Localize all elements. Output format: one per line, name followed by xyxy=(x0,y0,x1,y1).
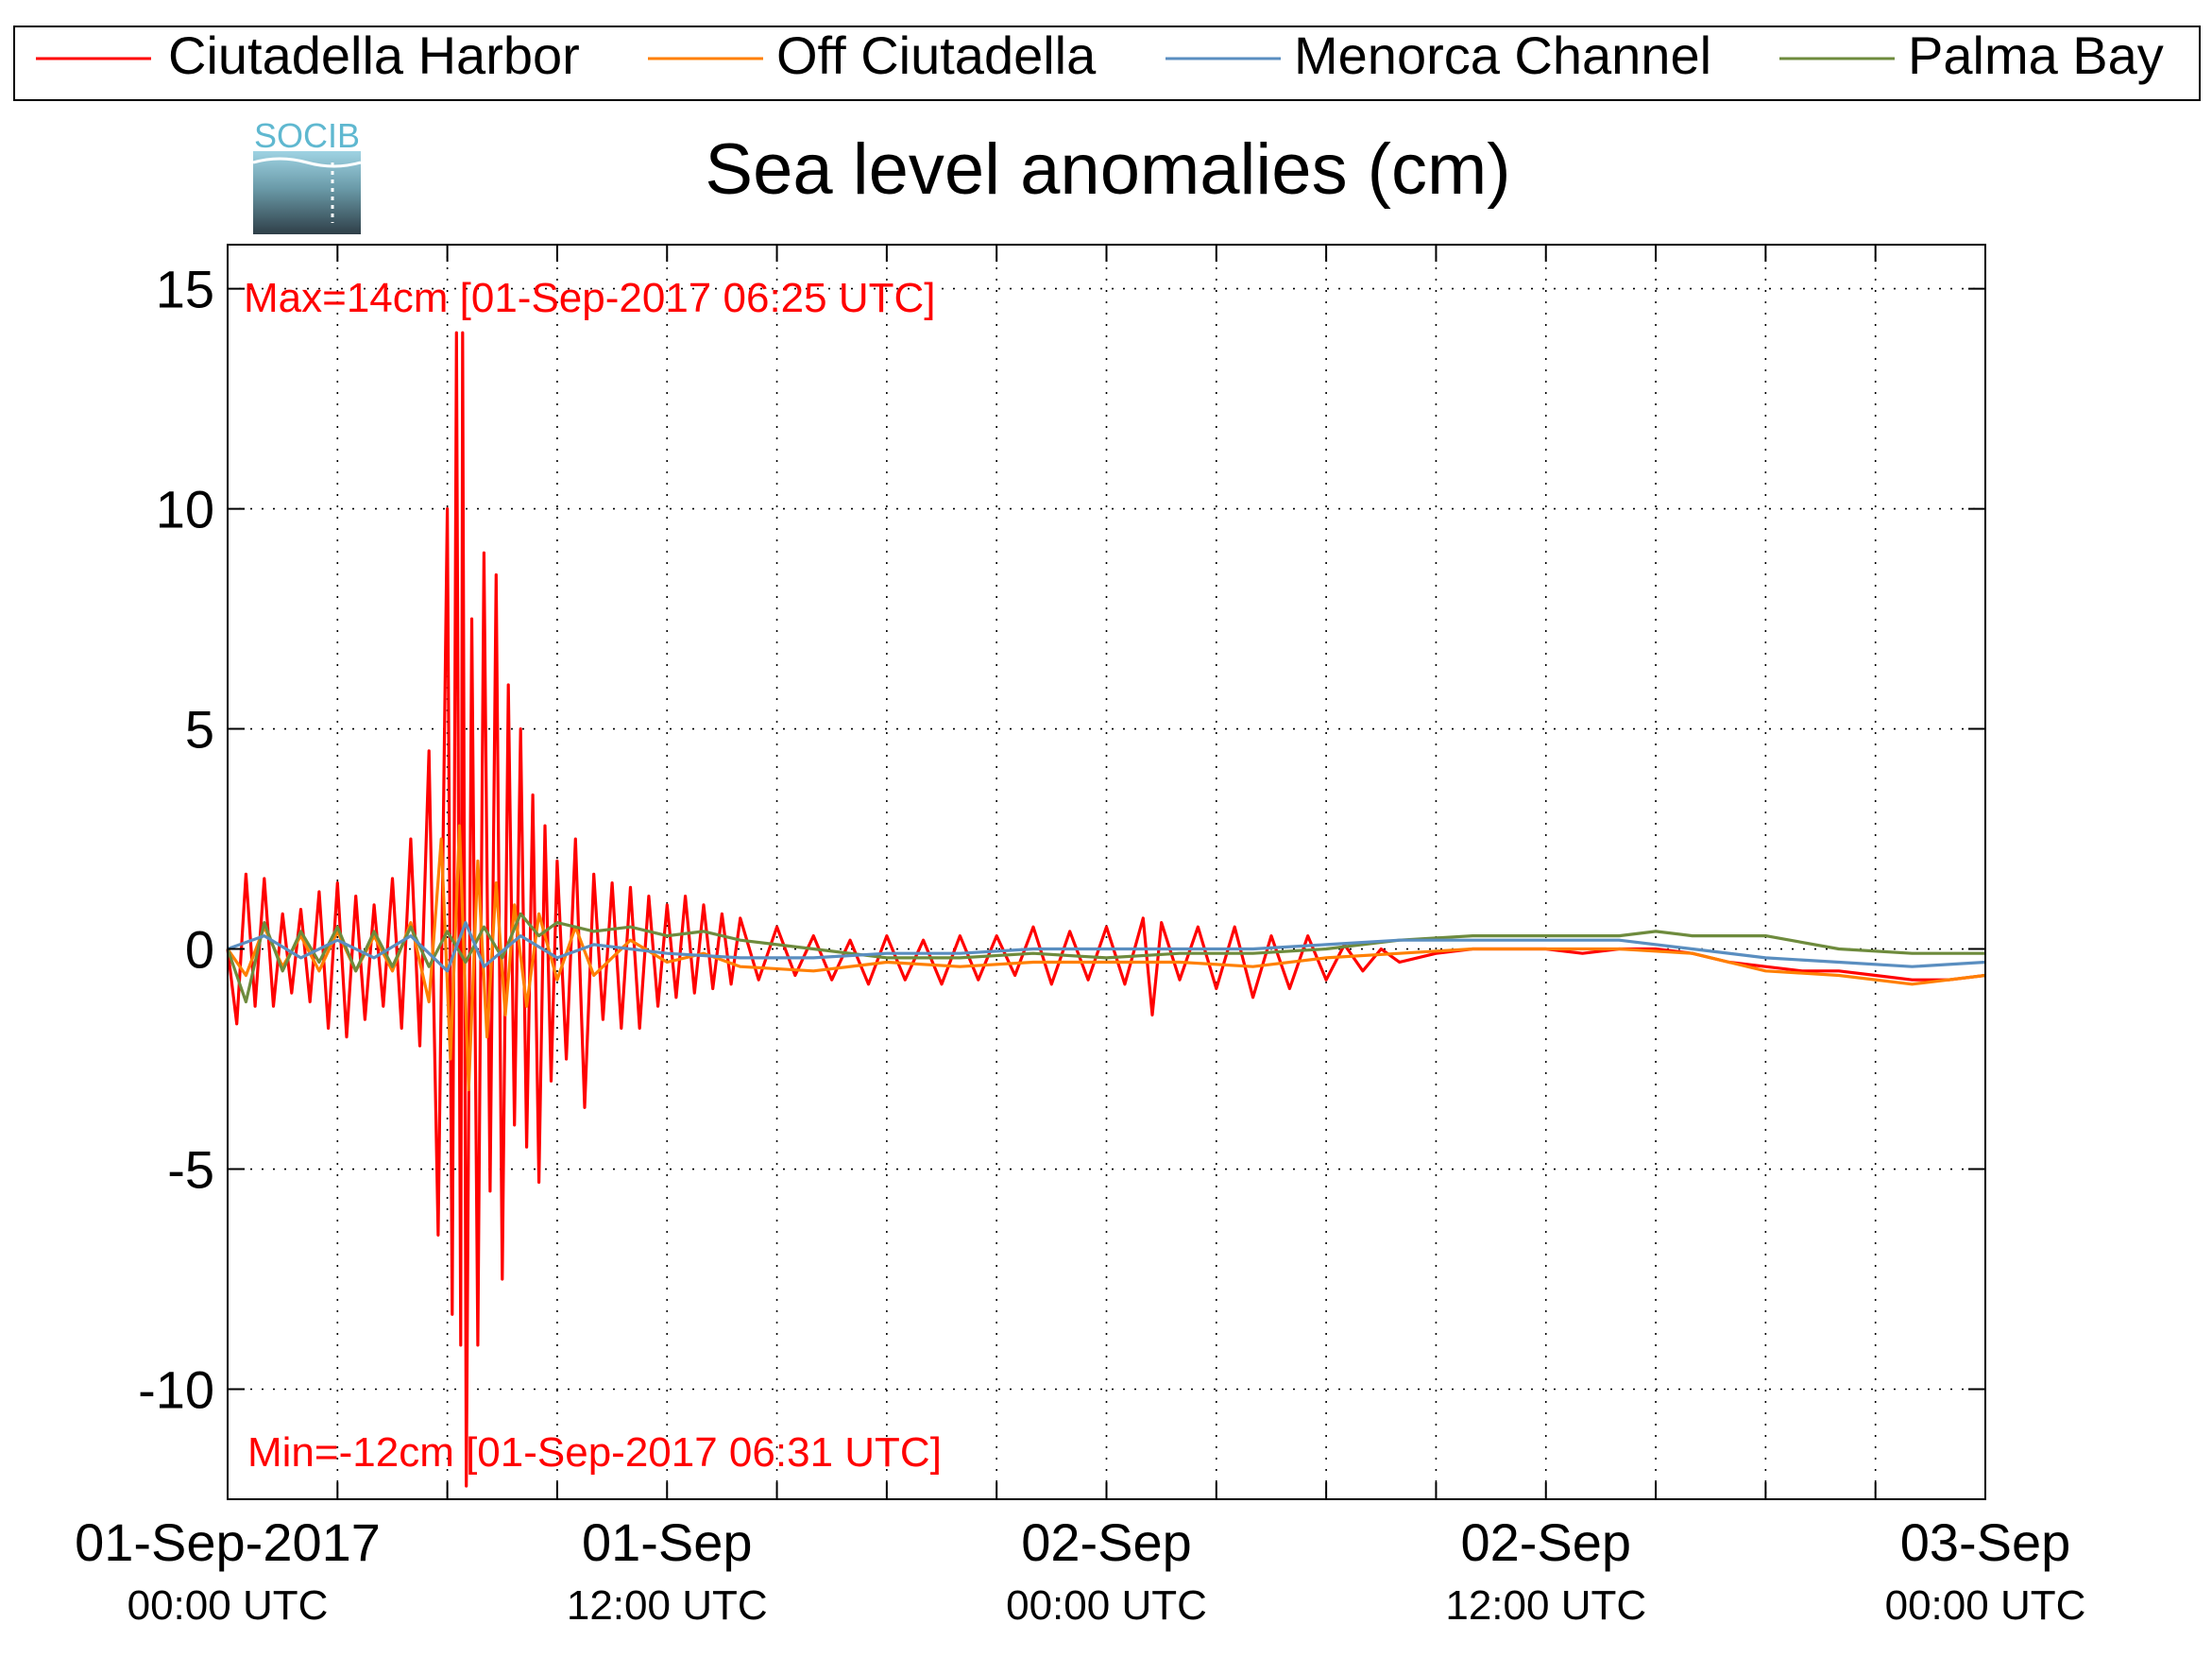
legend: Ciutadella Harbor Off Ciutadella Menorca… xyxy=(13,26,2201,101)
y-tick-label: 10 xyxy=(156,480,214,539)
x-tick-label-time: 00:00 UTC xyxy=(1885,1582,2086,1629)
y-tick-label: 0 xyxy=(185,920,214,980)
socib-logo: SOCIB xyxy=(252,116,362,234)
x-tick-label-date: 02-Sep xyxy=(1460,1512,1631,1572)
x-tick-label-date: 01-Sep xyxy=(582,1512,753,1572)
logo-wave xyxy=(252,157,362,168)
y-tick-label: 5 xyxy=(185,700,214,760)
x-tick-label-time: 12:00 UTC xyxy=(1445,1582,1646,1629)
series-line-palma-bay xyxy=(226,912,1985,1004)
series-line-menorca-channel xyxy=(227,921,1986,973)
chart-title: Sea level anomalies (cm) xyxy=(705,129,1510,210)
x-tick-label-date: 01-Sep-2017 xyxy=(75,1512,381,1572)
legend-label-off-ciutadella: Off Ciutadella xyxy=(776,26,1097,85)
plot-area xyxy=(228,245,1985,1499)
x-tick-label-date: 03-Sep xyxy=(1900,1512,2071,1572)
legend-label-menorca-channel: Menorca Channel xyxy=(1294,26,1711,85)
y-tick-labels: 15 10 5 0 -5 -10 xyxy=(138,260,214,1420)
x-tick-label-time: 00:00 UTC xyxy=(128,1582,329,1629)
max-annotation: Max=14cm [01-Sep-2017 06:25 UTC] xyxy=(244,275,936,321)
y-tick-label: 15 xyxy=(156,260,214,319)
series-layer xyxy=(226,331,1986,1488)
x-tick-label-time: 00:00 UTC xyxy=(1006,1582,1207,1629)
legend-entry-ciutadella-harbor: Ciutadella Harbor xyxy=(36,26,580,85)
legend-label-ciutadella-harbor: Ciutadella Harbor xyxy=(168,26,580,85)
y-tick-label: -10 xyxy=(138,1360,214,1420)
x-tick-label-time: 12:00 UTC xyxy=(567,1582,768,1629)
legend-entry-off-ciutadella: Off Ciutadella xyxy=(648,26,1097,85)
logo-text: SOCIB xyxy=(254,116,360,155)
min-annotation: Min=-12cm [01-Sep-2017 06:31 UTC] xyxy=(247,1429,942,1476)
y-tick-label: -5 xyxy=(167,1140,214,1200)
legend-box xyxy=(13,26,2201,101)
x-tick-labels: 01-Sep-2017 00:00 UTC 01-Sep 12:00 UTC 02-Se… xyxy=(75,1512,2085,1629)
legend-label-palma-bay: Palma Bay xyxy=(1908,26,2164,85)
axis-ticks xyxy=(227,245,1986,1499)
legend-entry-menorca-channel: Menorca Channel xyxy=(1166,26,1711,85)
x-tick-label-date: 02-Sep xyxy=(1021,1512,1192,1572)
legend-entry-palma-bay: Palma Bay xyxy=(1779,26,2164,85)
